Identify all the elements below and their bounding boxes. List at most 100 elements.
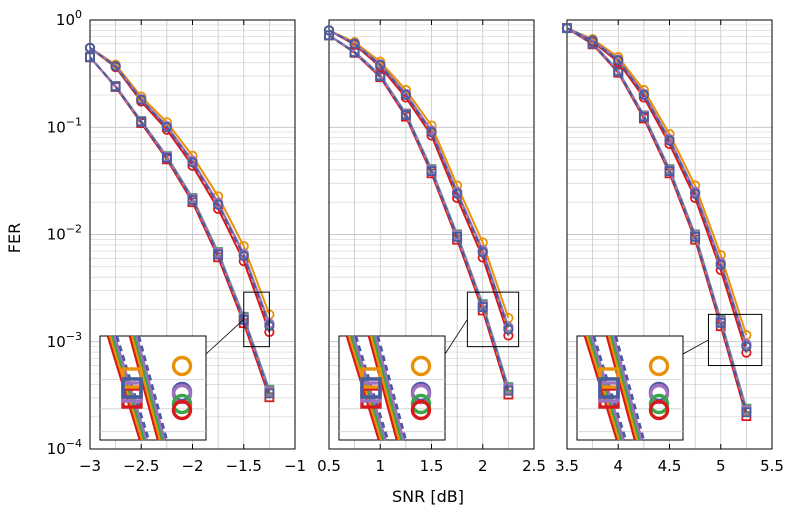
circle-point (187, 157, 198, 168)
circle-point (213, 199, 224, 210)
inset-circle-line (137, 335, 169, 441)
y-tick-label: 10−3 (47, 330, 82, 351)
y-axis-label: FER (5, 223, 24, 253)
circle-point (161, 122, 172, 133)
circle-point (587, 35, 598, 46)
x-tick-label: −1 (284, 457, 306, 475)
x-tick-label: −2 (181, 457, 203, 475)
square-point (426, 166, 437, 177)
panel-1: −3 −2.5 −2 −1.5 −1 100 10−1 10−2 10−3 10−4 (47, 8, 306, 475)
circle-point (638, 89, 649, 101)
square-point (741, 407, 752, 418)
circle-line-series-3 (566, 27, 748, 346)
square-point (375, 71, 386, 81)
square-point (477, 302, 488, 313)
circle-point (715, 259, 726, 271)
circle-line-series-5 (566, 27, 748, 347)
inset-circle-marker (171, 355, 193, 377)
x-tick-label: 1 (375, 457, 385, 475)
inset-square-marker (360, 377, 382, 399)
x-tick-label: 3.5 (555, 457, 579, 475)
inset-circle-line (605, 335, 637, 441)
circle-point (400, 89, 411, 101)
circle-point (426, 127, 437, 138)
square-line-series-5 (566, 27, 748, 413)
inset-connector (444, 319, 468, 355)
inset-circle-line (372, 335, 403, 441)
circle-point (323, 25, 335, 36)
square-line-series-5 (328, 34, 510, 391)
x-tick-label: 0.5 (317, 457, 341, 475)
circle-point (690, 188, 701, 199)
circle-point (503, 324, 514, 335)
x-tick-label: 5 (716, 457, 726, 475)
circle-line-series-5 (89, 47, 271, 327)
x-tick-label: 2.5 (522, 457, 546, 475)
inset-circle-line (128, 335, 160, 441)
inset-circle-line (607, 335, 639, 441)
circle-line-series-3 (328, 29, 510, 329)
square-point (161, 152, 172, 163)
inset-circle-line (133, 335, 164, 441)
square-point (110, 81, 121, 92)
circle-line-series-5 (328, 29, 510, 330)
square-point (503, 385, 514, 396)
y-tick-label: 10−1 (47, 115, 82, 136)
circle-line-series-4 (566, 27, 748, 345)
inset-connector (682, 339, 709, 355)
inset-circle-line (614, 335, 646, 441)
square-point (400, 110, 411, 120)
inset-circle-marker (171, 399, 193, 421)
inset-square-marker (598, 377, 620, 399)
inset-circle-marker (410, 393, 432, 415)
inset-connector (205, 319, 245, 355)
inset-circle-marker (648, 393, 670, 415)
x-tick-label: 5.5 (760, 457, 784, 475)
panel-3: 3.5 4 4.5 5 5.5 (555, 19, 784, 475)
circle-point (561, 23, 573, 34)
circle-point (110, 61, 121, 72)
circle-line-series-4 (328, 29, 510, 328)
square-line-series-5 (89, 56, 271, 394)
x-tick-label: 4 (613, 457, 623, 475)
circle-point (238, 250, 249, 262)
square-point (213, 249, 224, 260)
x-tick-label: 1.5 (420, 457, 444, 475)
x-tick-label: −1.5 (226, 457, 262, 475)
circle-point (452, 188, 463, 199)
square-point (715, 317, 726, 328)
inset-circle-marker (648, 399, 670, 421)
inset-square-marker (121, 377, 143, 399)
x-tick-label: 4.5 (658, 457, 682, 475)
square-point (664, 166, 675, 177)
square-line-series-3 (328, 34, 510, 388)
x-axis-label: SNR [dB] (392, 487, 464, 506)
x-tick-label: −2.5 (123, 457, 159, 475)
square-point (452, 231, 463, 242)
inset-circle-marker (410, 399, 432, 421)
y-tick-label: 100 (56, 8, 82, 29)
circle-point (375, 59, 386, 71)
square-point (136, 117, 147, 127)
inset-circle-line (610, 335, 641, 441)
inset-circle-line (367, 335, 399, 441)
square-point (264, 388, 275, 399)
circle-point (613, 55, 624, 66)
square-line-series-4 (328, 34, 510, 389)
circle-point (741, 341, 752, 352)
square-point (85, 52, 95, 63)
panel-2: 0.5 1 1.5 2 2.5 (317, 19, 546, 475)
inset-circle-line (374, 335, 405, 441)
inset-circle-line (135, 335, 166, 441)
inset-circle-line (376, 335, 408, 441)
circle-line-series-2 (328, 29, 510, 319)
inset-circle-marker (410, 355, 432, 377)
square-point (690, 231, 701, 242)
y-tick-label: 10−2 (47, 223, 82, 244)
circle-point (349, 38, 360, 49)
circle-point (84, 42, 96, 53)
circle-point (664, 135, 675, 146)
inset-circle-marker (648, 355, 670, 377)
circle-line-series-1 (566, 27, 748, 353)
